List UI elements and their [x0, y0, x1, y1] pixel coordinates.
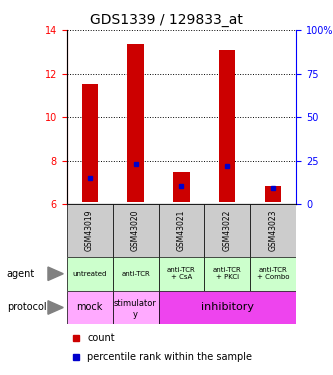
Bar	[204, 257, 250, 291]
Text: GSM43021: GSM43021	[177, 210, 186, 251]
Text: agent: agent	[7, 269, 35, 279]
Bar	[128, 44, 144, 202]
Text: protocol: protocol	[7, 303, 46, 312]
Text: count: count	[87, 333, 115, 343]
Text: stimulator
y: stimulator y	[114, 300, 157, 319]
Bar	[159, 291, 296, 324]
Bar	[250, 204, 296, 257]
Bar	[219, 50, 235, 202]
Text: GDS1339 / 129833_at: GDS1339 / 129833_at	[90, 13, 243, 27]
Text: GSM43022: GSM43022	[223, 210, 232, 251]
Bar	[82, 84, 98, 202]
Bar	[67, 257, 113, 291]
Bar	[159, 204, 204, 257]
Polygon shape	[48, 301, 63, 314]
Text: mock: mock	[76, 303, 103, 312]
Text: GSM43020: GSM43020	[131, 210, 140, 251]
Text: GSM43023: GSM43023	[269, 210, 278, 251]
Text: anti-TCR
+ CsA: anti-TCR + CsA	[167, 267, 196, 280]
Bar	[67, 204, 113, 257]
Polygon shape	[48, 267, 63, 280]
Text: untreated: untreated	[72, 271, 107, 277]
Bar	[250, 257, 296, 291]
Text: GSM43019: GSM43019	[85, 210, 94, 251]
Text: inhibitory: inhibitory	[201, 303, 254, 312]
Text: anti-TCR
+ PKCi: anti-TCR + PKCi	[213, 267, 242, 280]
Text: percentile rank within the sample: percentile rank within the sample	[87, 352, 252, 362]
Text: anti-TCR
+ Combo: anti-TCR + Combo	[257, 267, 290, 280]
Bar	[67, 291, 113, 324]
Bar	[113, 204, 159, 257]
Text: anti-TCR: anti-TCR	[121, 271, 150, 277]
Bar	[113, 291, 159, 324]
Bar	[204, 204, 250, 257]
Bar	[159, 257, 204, 291]
Bar	[173, 172, 189, 202]
Bar	[265, 186, 281, 202]
Bar	[113, 257, 159, 291]
